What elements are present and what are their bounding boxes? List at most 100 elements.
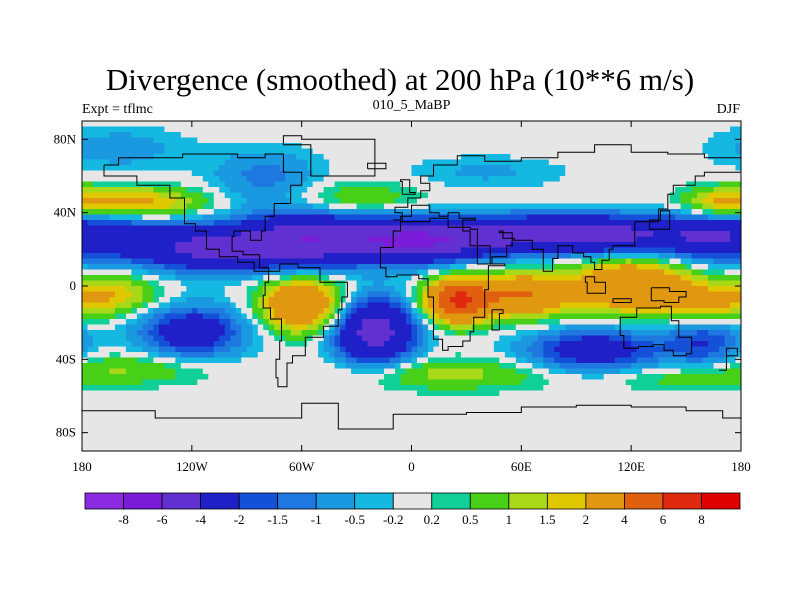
field-cell xyxy=(427,269,435,276)
field-cell xyxy=(186,170,193,177)
field-cell xyxy=(356,258,363,265)
field-cell xyxy=(340,154,347,161)
field-cell xyxy=(603,280,610,287)
field-cell xyxy=(87,242,94,249)
field-cell xyxy=(213,148,220,155)
field-cell xyxy=(543,143,550,150)
field-cell xyxy=(625,242,632,249)
field-cell xyxy=(570,187,577,194)
field-cell xyxy=(307,297,314,304)
field-cell xyxy=(554,231,561,238)
field-cell xyxy=(708,308,715,315)
field-cell xyxy=(109,341,116,348)
field-cell xyxy=(730,335,737,342)
field-cell xyxy=(653,308,660,315)
field-cell xyxy=(488,341,495,348)
field-cell xyxy=(213,225,220,232)
field-cell xyxy=(114,187,122,194)
field-cell xyxy=(510,280,517,287)
field-cell xyxy=(702,286,709,293)
field-cell xyxy=(384,176,391,183)
field-cell xyxy=(416,297,424,304)
field-cell xyxy=(389,132,396,139)
field-cell xyxy=(466,170,473,177)
field-cell xyxy=(318,236,325,243)
field-cell xyxy=(257,220,264,227)
field-cell xyxy=(669,324,676,331)
field-cell xyxy=(466,242,473,249)
field-cell xyxy=(543,247,550,254)
field-cell xyxy=(686,192,693,199)
field-cell xyxy=(559,176,566,183)
field-cell xyxy=(708,275,715,282)
field-cell xyxy=(526,297,533,304)
field-cell xyxy=(636,176,643,183)
field-cell xyxy=(334,154,341,161)
field-cell xyxy=(263,335,270,342)
field-cell xyxy=(680,330,687,337)
field-cell xyxy=(87,159,94,166)
field-cell xyxy=(285,137,292,144)
field-cell xyxy=(191,159,198,166)
field-cell xyxy=(400,181,407,188)
field-cell xyxy=(433,258,440,265)
field-cell xyxy=(576,286,583,293)
field-cell xyxy=(241,225,248,232)
field-cell xyxy=(219,236,226,243)
field-cell xyxy=(356,269,363,276)
field-cell xyxy=(323,181,330,188)
field-cell xyxy=(329,225,336,232)
field-cell xyxy=(158,335,165,342)
field-cell xyxy=(614,302,621,309)
field-cell xyxy=(719,137,726,144)
field-cell xyxy=(230,170,237,177)
field-cell xyxy=(592,176,599,183)
field-cell xyxy=(219,247,226,254)
field-cell xyxy=(378,286,385,293)
field-cell xyxy=(570,313,577,320)
field-cell xyxy=(702,269,709,276)
field-cell xyxy=(356,159,363,166)
field-cell xyxy=(92,253,100,260)
field-cell xyxy=(384,291,391,298)
field-cell xyxy=(598,313,605,320)
field-cell xyxy=(131,170,138,177)
field-cell xyxy=(351,143,358,150)
field-cell xyxy=(103,209,111,216)
field-cell xyxy=(252,176,259,183)
field-cell xyxy=(285,132,292,139)
field-cell xyxy=(395,247,402,254)
field-cell xyxy=(526,291,533,298)
field-cell xyxy=(345,242,352,249)
field-cell xyxy=(219,192,226,199)
field-cell xyxy=(367,176,374,183)
field-cell xyxy=(438,176,446,183)
field-cell xyxy=(664,148,671,155)
field-cell xyxy=(367,264,374,271)
field-cell xyxy=(592,308,599,315)
field-cell xyxy=(158,341,165,348)
field-cell xyxy=(521,341,528,348)
field-cell xyxy=(307,137,314,144)
field-cell xyxy=(180,198,187,205)
field-cell xyxy=(713,220,720,227)
field-cell xyxy=(279,143,286,150)
field-cell xyxy=(559,143,566,150)
field-cell xyxy=(411,302,418,309)
field-cell xyxy=(433,165,440,172)
field-cell xyxy=(274,258,281,265)
field-cell xyxy=(691,236,698,243)
field-cell xyxy=(719,341,726,348)
field-cell xyxy=(713,341,720,348)
field-cell xyxy=(318,275,325,282)
field-cell xyxy=(274,143,281,150)
field-cell xyxy=(142,214,149,221)
field-cell xyxy=(351,132,358,139)
field-cell xyxy=(669,181,676,188)
field-cell xyxy=(411,165,418,172)
field-cell xyxy=(268,132,275,139)
field-cell xyxy=(180,308,187,315)
field-cell xyxy=(279,165,286,172)
field-cell xyxy=(647,198,654,205)
field-cell xyxy=(373,258,380,265)
